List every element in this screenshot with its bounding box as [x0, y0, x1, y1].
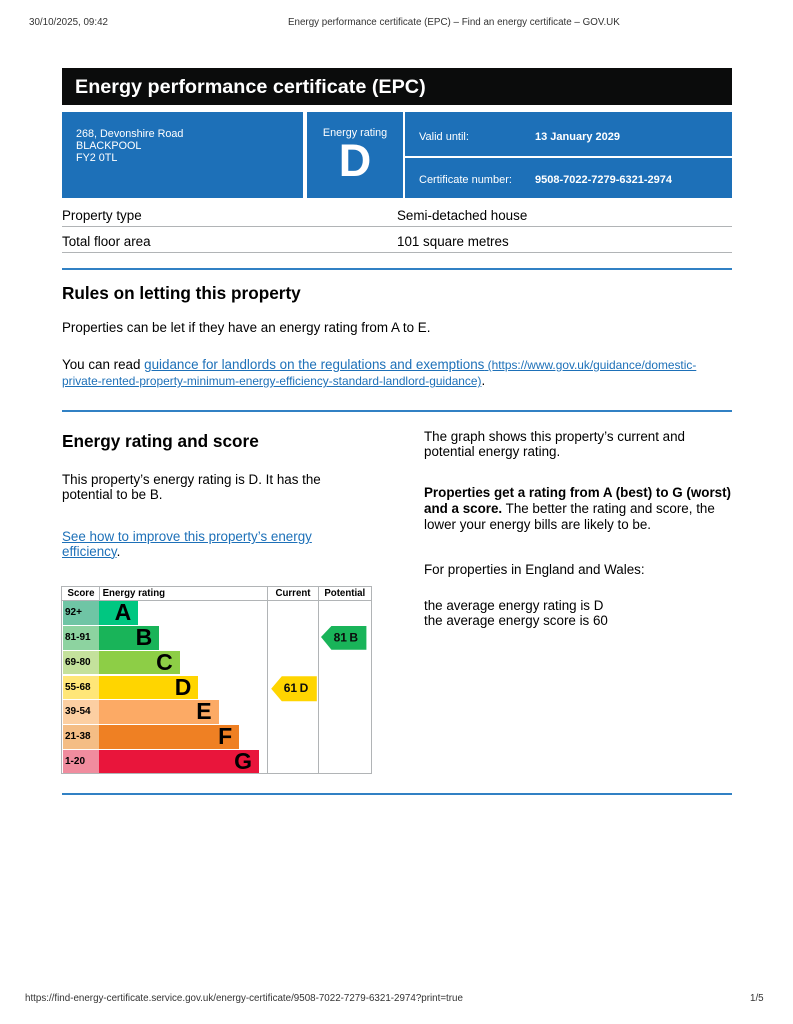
svg-text:61: 61 — [284, 681, 298, 695]
svg-text:D: D — [300, 681, 309, 695]
svg-text:B: B — [349, 630, 358, 644]
svg-text:81: 81 — [333, 630, 347, 644]
